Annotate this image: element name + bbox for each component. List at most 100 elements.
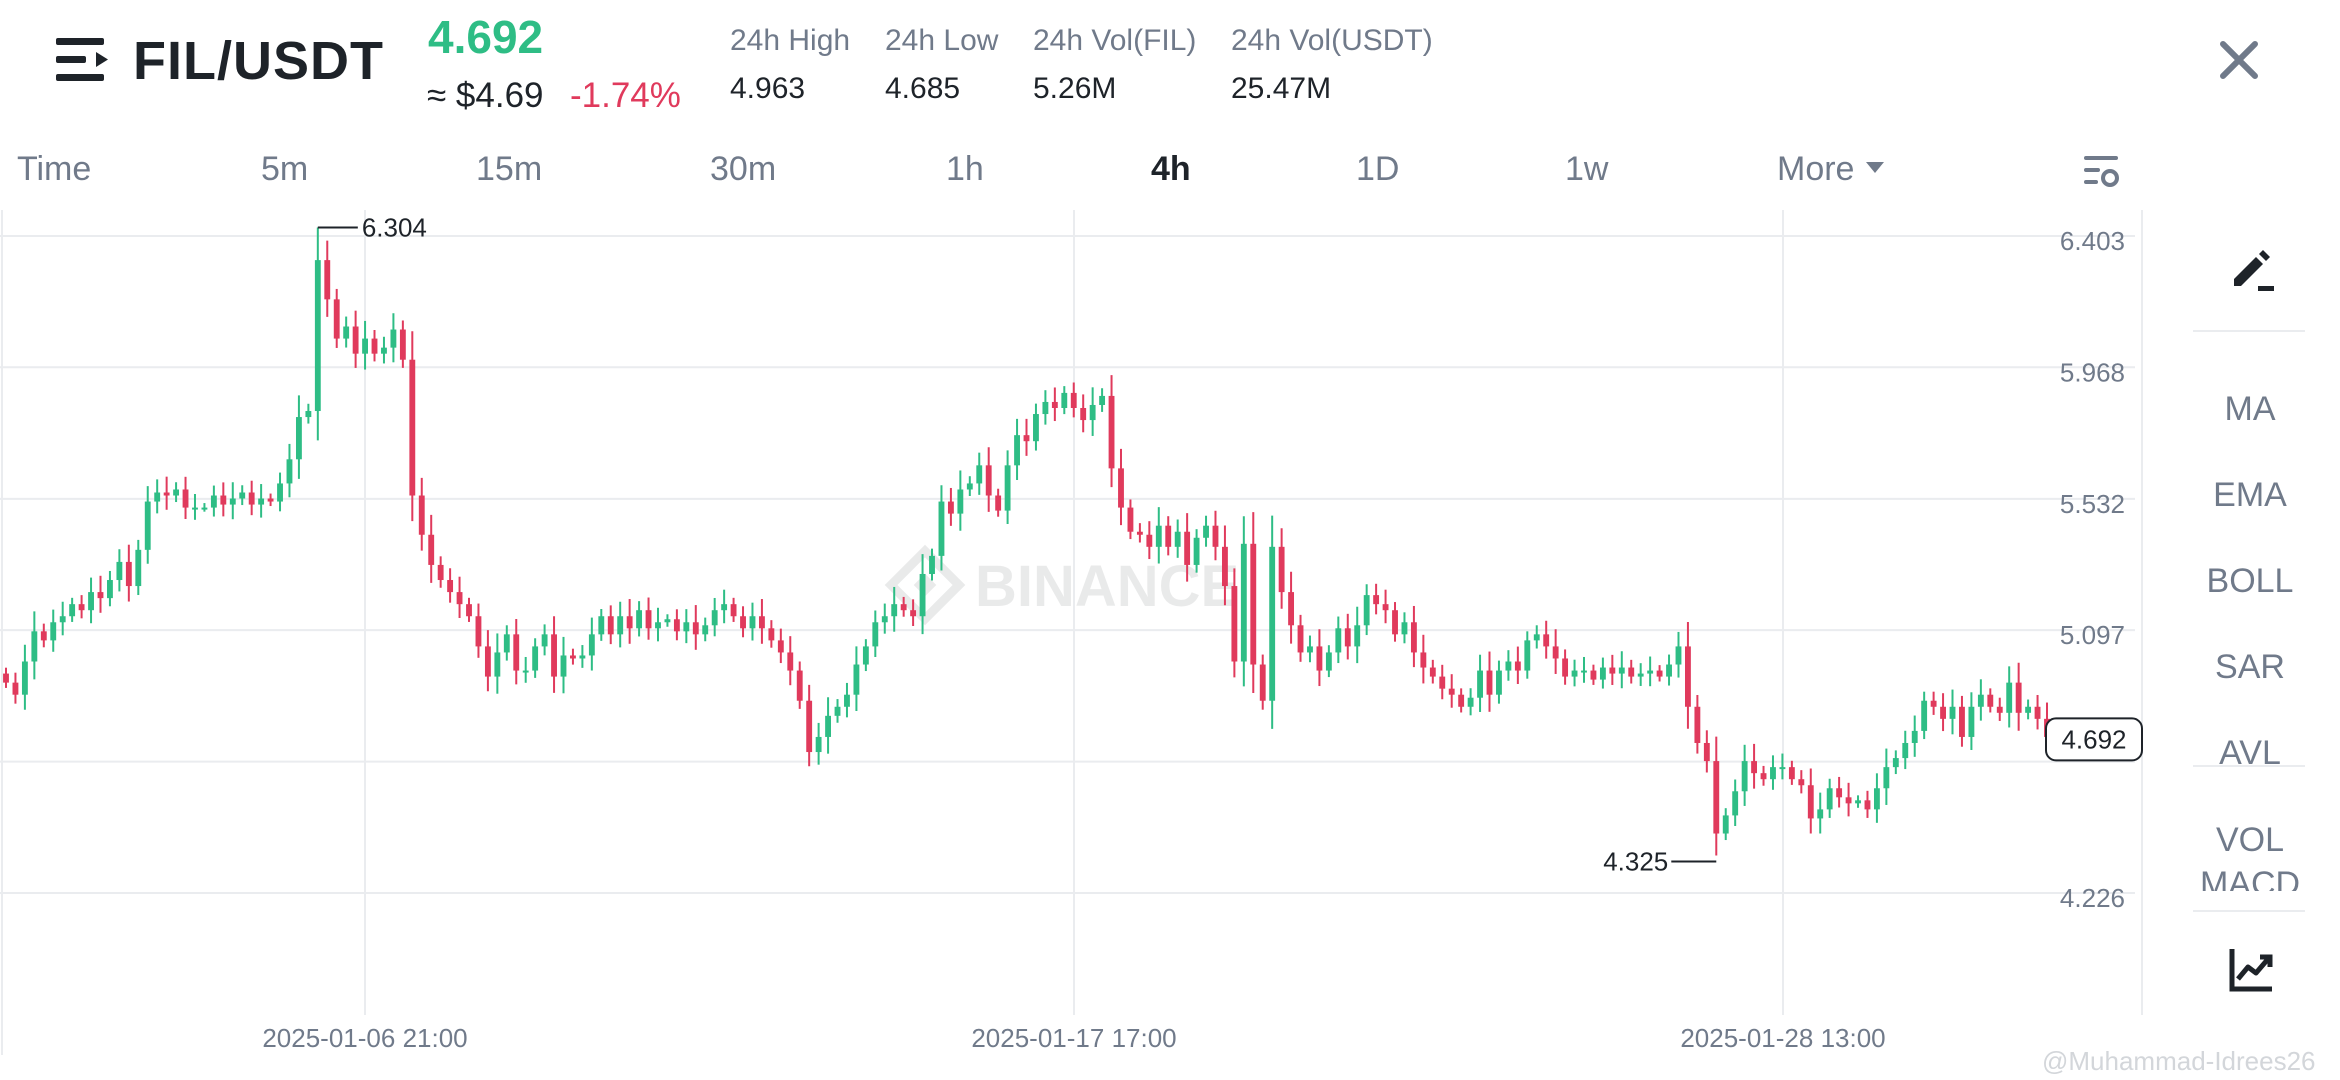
drawing-tool-icon[interactable] [2228, 248, 2278, 298]
candle-body [551, 634, 557, 677]
candle-body [607, 616, 614, 635]
tab-15m[interactable]: 15m [476, 150, 543, 188]
max-price-label: 6.304 [362, 213, 427, 243]
stat-value: 5.26M [1033, 72, 1117, 105]
candle-body [1496, 670, 1502, 695]
candle-body [182, 489, 189, 508]
toolbar-divider [2193, 330, 2305, 332]
candle-body [399, 329, 406, 360]
candle-body [1675, 646, 1682, 665]
indicator-vol[interactable]: VOL [2215, 821, 2285, 859]
candle-body [466, 604, 472, 617]
candle-body [1836, 788, 1843, 798]
tab-30m[interactable]: 30m [710, 150, 777, 188]
y-tick-label: 5.968 [2060, 357, 2125, 387]
candle-body [248, 492, 255, 505]
candle-body [1873, 788, 1880, 810]
candle-body [1694, 706, 1701, 743]
candle-body [1184, 531, 1191, 565]
candle-body [1751, 761, 1758, 774]
candle-body [352, 326, 359, 354]
indicator-ema[interactable]: EMA [2213, 476, 2287, 514]
candle-body [437, 564, 444, 581]
chart-settings-icon[interactable] [2082, 152, 2122, 192]
indicator-sar[interactable]: SAR [2215, 648, 2285, 686]
candle-body [1051, 401, 1058, 408]
candle-body [1826, 788, 1833, 810]
candle-body [664, 619, 671, 623]
candle-body [1817, 809, 1824, 819]
trading-pair-title[interactable]: FIL/USDT [133, 31, 384, 91]
candle-body [409, 359, 416, 496]
chart-grid [0, 210, 2143, 1055]
tab-5m[interactable]: 5m [261, 150, 309, 188]
tab-4h[interactable]: 4h [1151, 150, 1191, 188]
candle-body [154, 492, 161, 502]
candle-body [1788, 767, 1795, 780]
min-price-label: 4.325 [1603, 847, 1668, 877]
candle-body [1666, 664, 1672, 677]
candle-body [494, 652, 501, 677]
candle-body [1486, 670, 1493, 695]
tab-1h[interactable]: 1h [946, 150, 984, 188]
candle-body [1354, 625, 1361, 647]
candle-body [1921, 700, 1928, 731]
tab-1w[interactable]: 1w [1565, 150, 1609, 188]
candle-body [1770, 767, 1776, 780]
candle-body [2006, 682, 2013, 713]
candle-body [844, 694, 850, 707]
candle-body [1505, 661, 1512, 671]
candle-body [1307, 646, 1313, 653]
toolbar-divider [2193, 910, 2305, 912]
indicator-macd[interactable]: MACD [2199, 865, 2301, 891]
indicator-avl[interactable]: AVL [2219, 734, 2281, 772]
candle-body [1061, 392, 1068, 408]
candle-body [1222, 546, 1228, 587]
candle-body [1155, 525, 1162, 547]
candle-body [324, 260, 331, 300]
candle-body [362, 338, 368, 354]
candle-body [1911, 730, 1918, 743]
candle-body [2025, 706, 2032, 713]
candle-body [277, 483, 283, 502]
tab-time[interactable]: Time [17, 150, 92, 188]
candle-body [541, 634, 548, 647]
candlestick-chart[interactable]: BINANCE 6.403 5.968 5.532 5.097 4.226 2025-0… [0, 210, 2160, 1080]
menu-icon[interactable] [56, 36, 110, 84]
candle-body [560, 655, 567, 677]
y-tick-label: 4.226 [2060, 883, 2125, 913]
tab-more[interactable]: More [1777, 150, 1885, 189]
indicator-ma[interactable]: MA [2224, 390, 2276, 428]
candle-body [1467, 697, 1474, 707]
candle-body [796, 670, 803, 701]
candle-body [522, 670, 529, 673]
candle-body [1344, 628, 1351, 647]
candle-body [853, 664, 860, 695]
candle-body [1420, 652, 1427, 668]
candle-body [1014, 435, 1020, 466]
candle-body [683, 622, 690, 632]
indicator-boll[interactable]: BOLL [2206, 562, 2294, 600]
chart-type-icon[interactable] [2226, 945, 2276, 995]
candle-body [1203, 525, 1209, 538]
candle-body [1174, 531, 1181, 547]
indicator-macd-partial[interactable]: MACD [2190, 865, 2310, 891]
candle-body [1325, 652, 1332, 671]
candle-body [1883, 767, 1890, 789]
tab-1d[interactable]: 1D [1356, 150, 1400, 188]
candle-body [1571, 670, 1578, 677]
candle-body [97, 592, 104, 599]
candle-body [1250, 543, 1257, 665]
stat-label: 24h Vol(FIL) [1033, 24, 1197, 57]
candle-body [343, 326, 350, 339]
close-icon[interactable] [2215, 36, 2263, 84]
candle-body [645, 610, 652, 629]
candle-body [333, 299, 340, 339]
candle-body [1080, 407, 1087, 421]
candle-body [1127, 507, 1134, 532]
candle-body [267, 498, 274, 502]
usd-equivalent-price: ≈ $4.69 [427, 76, 544, 115]
candle-body [107, 580, 113, 599]
candle-body [1373, 595, 1380, 605]
candle-body [768, 628, 775, 641]
